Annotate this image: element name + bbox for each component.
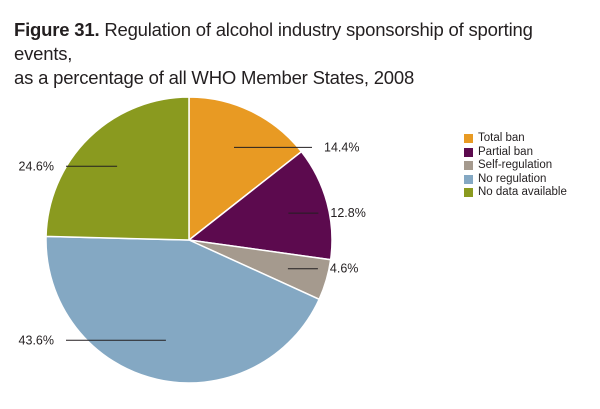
legend-item: Total ban bbox=[464, 132, 567, 145]
data-label: 4.6% bbox=[330, 262, 359, 276]
legend-label: Self-regulation bbox=[478, 159, 553, 171]
data-label: 14.4% bbox=[324, 140, 359, 154]
legend-label: No regulation bbox=[478, 172, 547, 185]
legend-item: No regulation bbox=[464, 173, 567, 186]
data-label: 43.6% bbox=[19, 333, 54, 347]
legend-item: No data available bbox=[464, 186, 567, 199]
title-text-1: Regulation of alcohol industry sponsorsh… bbox=[14, 19, 533, 64]
legend-label: No data available bbox=[478, 186, 567, 198]
legend-swatch bbox=[464, 174, 473, 184]
legend-item: Self-regulation bbox=[464, 159, 567, 172]
chart-title-line-1: Figure 31. Regulation of alcohol industr… bbox=[14, 18, 589, 66]
chart-title: Figure 31. Regulation of alcohol industr… bbox=[14, 18, 589, 90]
legend-swatch bbox=[464, 147, 473, 157]
legend-label: Partial ban bbox=[478, 145, 533, 158]
figure-number: Figure 31. bbox=[14, 19, 100, 40]
pie-slice-no-regulation bbox=[45, 235, 321, 384]
legend-swatch bbox=[464, 188, 473, 197]
legend-swatch bbox=[464, 161, 473, 170]
data-label: 12.8% bbox=[330, 206, 365, 220]
data-label: 24.6% bbox=[19, 159, 54, 173]
legend-label: Total ban bbox=[478, 132, 525, 144]
pie-slice-no-data-available bbox=[45, 96, 190, 241]
legend: Total ban Partial ban Self-regulation No re… bbox=[464, 132, 567, 200]
pie-slice-partial-ban bbox=[187, 150, 333, 261]
pie-slice-total-ban bbox=[188, 96, 303, 242]
chart-title-line-2: as a percentage of all WHO Member States… bbox=[14, 67, 415, 88]
legend-swatch bbox=[464, 134, 473, 143]
legend-item: Partial ban bbox=[464, 146, 567, 159]
